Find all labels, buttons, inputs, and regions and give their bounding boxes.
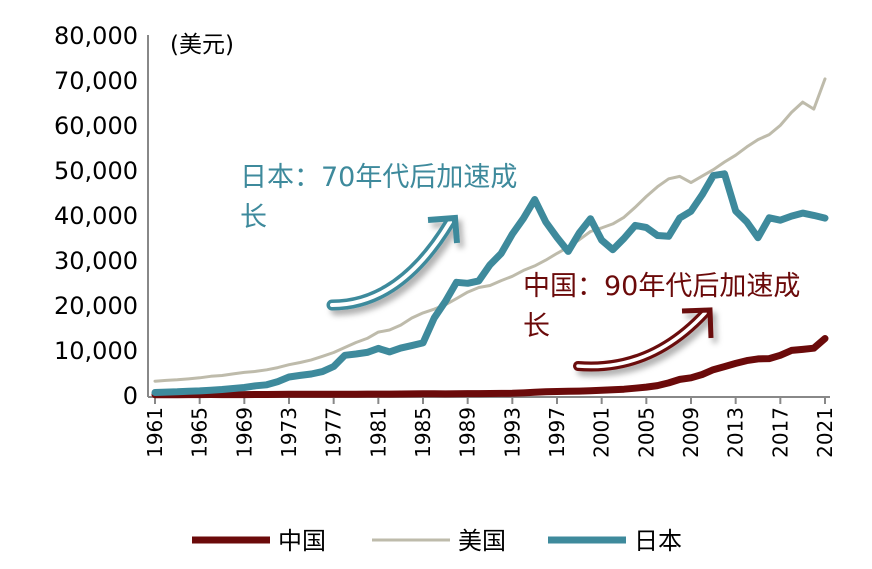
x-tick-label: 2005: [634, 407, 658, 458]
legend-label: 日本: [634, 527, 682, 555]
y-tick-label: 20,000: [54, 292, 138, 320]
x-tick-label: 1977: [322, 407, 346, 458]
y-unit-label: (美元): [170, 32, 234, 58]
y-tick-label: 10,000: [54, 337, 138, 365]
y-tick-label: 80,000: [54, 22, 138, 50]
japan-annotation-line2: 长: [240, 202, 267, 233]
x-tick-label: 2021: [813, 407, 837, 458]
x-tick-label: 1989: [456, 407, 480, 458]
x-tick-label: 2013: [724, 407, 748, 458]
x-tick-label: 2009: [679, 407, 703, 458]
x-tick-label: 1961: [143, 407, 167, 458]
china-annotation-line2: 长: [523, 311, 550, 342]
japan-annotation-line1: 日本：70年代后加速成: [240, 162, 517, 193]
y-tick-label: 30,000: [54, 247, 138, 275]
legend-label: 中国: [278, 527, 326, 555]
x-tick-label: 1969: [232, 407, 256, 458]
japan-arrow: [326, 214, 460, 311]
series-line-china: [151, 335, 829, 399]
china-arrow: [573, 307, 714, 372]
legend-label: 美国: [458, 527, 506, 555]
y-tick-label: 40,000: [54, 202, 138, 230]
x-tick-label: 1997: [545, 407, 569, 458]
y-tick-label: 50,000: [54, 157, 138, 185]
x-tick-label: 2017: [768, 407, 792, 458]
china-annotation-line1: 中国：90年代后加速成: [523, 271, 800, 302]
y-tick-label: 60,000: [54, 112, 138, 140]
x-tick-label: 1985: [411, 407, 435, 458]
x-tick-label: 1965: [188, 407, 212, 458]
x-tick-label: 1973: [277, 407, 301, 458]
series-line-usa: [153, 77, 827, 383]
x-tick-label: 1993: [500, 407, 524, 458]
series-line-japan: [151, 170, 829, 396]
x-tick-label: 1981: [366, 407, 390, 458]
x-tick-label: 2001: [590, 407, 614, 458]
y-tick-label: 0: [123, 382, 138, 410]
y-tick-label: 70,000: [54, 67, 138, 95]
